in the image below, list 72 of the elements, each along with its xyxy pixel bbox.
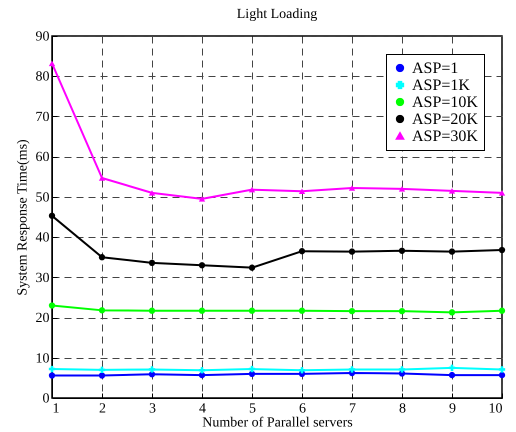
- point: [98, 254, 106, 260]
- point: [398, 248, 406, 254]
- y-tick-label: 30: [36, 270, 50, 286]
- point: [148, 190, 156, 196]
- legend-label: ASP=1K: [412, 77, 470, 94]
- point: [48, 372, 56, 379]
- y-tick-label: 40: [36, 230, 50, 246]
- point: [298, 188, 306, 194]
- point: [198, 308, 206, 314]
- point: [198, 367, 206, 374]
- legend-label: ASP=10K: [412, 94, 478, 111]
- y-tick-label: 10: [36, 351, 50, 366]
- point: [398, 308, 406, 314]
- point: [198, 262, 206, 268]
- legend-label: ASP=1: [412, 60, 458, 77]
- chart-title: Light Loading: [236, 7, 318, 22]
- point: [48, 212, 56, 219]
- y-tick-label: 90: [36, 30, 50, 44]
- point: [498, 308, 506, 314]
- x-tick-label: 8: [399, 402, 406, 416]
- point: [498, 372, 506, 378]
- x-axis-title: Number of Parallel servers: [202, 416, 353, 430]
- point: [448, 364, 456, 371]
- point: [348, 308, 356, 314]
- point: [198, 196, 206, 202]
- y-tick-label: 50: [36, 190, 50, 206]
- point: [248, 186, 256, 192]
- point: [148, 308, 156, 314]
- point: [348, 185, 356, 191]
- point: [98, 307, 106, 314]
- legend-label: ASP=20K: [412, 111, 478, 128]
- x-tick-label: 6: [299, 402, 306, 416]
- point: [98, 366, 106, 374]
- legend-label: ASP=30K: [412, 128, 478, 145]
- y-tick-label: 70: [36, 110, 50, 125]
- point: [398, 366, 406, 373]
- point: [298, 367, 306, 374]
- x-tick-label: 4: [199, 402, 206, 416]
- point: [298, 308, 306, 314]
- y-tick-label: 60: [36, 150, 50, 166]
- y-tick-label: 20: [36, 311, 50, 326]
- point: [98, 175, 106, 181]
- point: [448, 188, 456, 194]
- point: [248, 308, 256, 314]
- x-tick-label: 5: [249, 402, 256, 416]
- point: [398, 186, 406, 192]
- y-tick-label: 80: [36, 70, 50, 85]
- x-tick-label: 1: [52, 402, 60, 416]
- point: [498, 366, 506, 373]
- point: [448, 248, 456, 255]
- point: [148, 366, 156, 373]
- point: [348, 366, 356, 373]
- point: [448, 309, 456, 316]
- x-tick-label: 3: [149, 402, 156, 416]
- point: [98, 372, 106, 379]
- x-tick-label: 9: [449, 402, 456, 416]
- point: [48, 60, 56, 66]
- point: [48, 366, 56, 372]
- point: [298, 248, 306, 254]
- point: [148, 260, 156, 266]
- x-tick-label: 7: [349, 402, 356, 416]
- point: [48, 302, 56, 309]
- point: [448, 372, 456, 378]
- y-tick-label: 0: [42, 392, 50, 406]
- point: [348, 248, 356, 255]
- point: [498, 246, 506, 254]
- point: [248, 264, 256, 271]
- point: [498, 190, 506, 196]
- point: [248, 366, 256, 372]
- x-tick-label: 2: [99, 402, 106, 416]
- x-tick-label: 10: [488, 402, 502, 416]
- y-axis-title: System Response Time(ms): [16, 138, 30, 296]
